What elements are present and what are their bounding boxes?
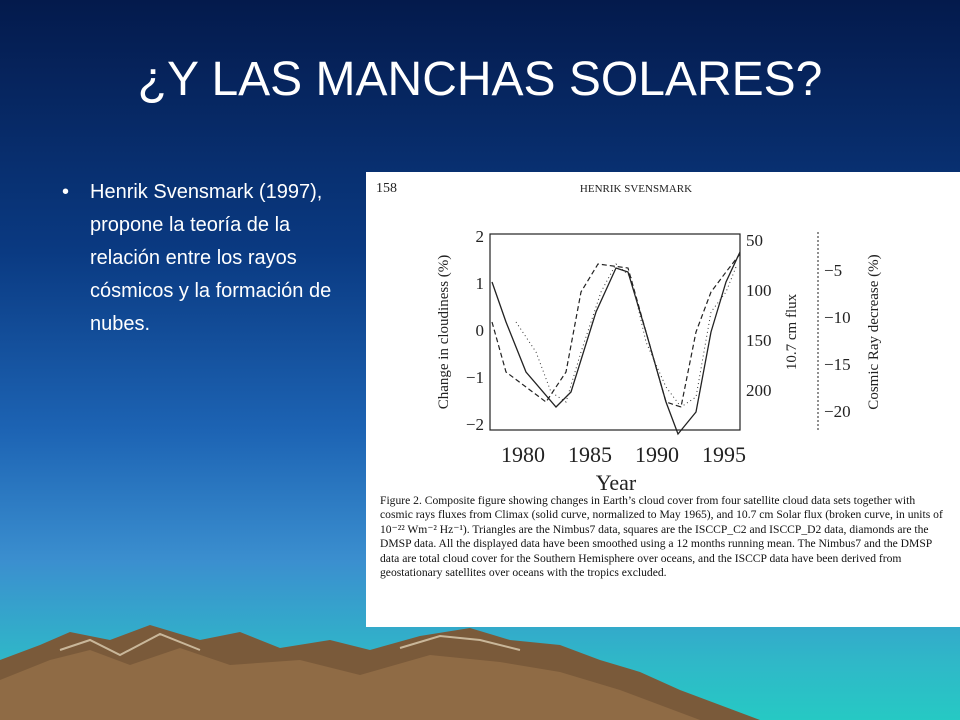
figure: 158 HENRIK SVENSMARK 2 1 0 −1 −2 50 100 150 200 −… — [366, 172, 960, 627]
figure-caption: Figure 2. Composite figure showing chang… — [380, 494, 943, 580]
y-tick-label: 2 — [476, 227, 485, 246]
running-head: HENRIK SVENSMARK — [580, 183, 692, 195]
y3-tick-label: −15 — [824, 355, 851, 374]
figure-plot: 158 HENRIK SVENSMARK 2 1 0 −1 −2 50 100 150 200 −… — [376, 181, 882, 495]
page-number: 158 — [376, 181, 397, 196]
y2-tick-label: 50 — [746, 231, 763, 250]
bullet-list: Henrik Svensmark (1997), propone la teor… — [62, 176, 347, 341]
y2-tick-label: 200 — [746, 381, 772, 400]
y3-tick-label: −20 — [824, 402, 851, 421]
x-tick-label: 1980 — [501, 442, 545, 467]
x-tick-label: 1995 — [702, 442, 746, 467]
y2-tick-label: 100 — [746, 281, 772, 300]
y3-tick-label: −5 — [824, 261, 842, 280]
slide-title: ¿Y LAS MANCHAS SOLARES? — [137, 53, 823, 106]
y-axis-ticks: 2 1 0 −1 −2 50 100 150 200 −5 −10 −15 −20 1980 1985 199… — [466, 227, 851, 467]
x-axis-label: Year — [596, 470, 637, 492]
y-tick-label: −1 — [466, 368, 484, 387]
y-tick-label: 0 — [476, 321, 485, 340]
x-tick-label: 1990 — [635, 442, 679, 467]
y-axis-label: Change in cloudiness (%) — [436, 255, 452, 410]
bullet: Henrik Svensmark (1997), propone la teor… — [62, 176, 347, 341]
y-tick-label: −2 — [466, 415, 484, 434]
y2-tick-label: 150 — [746, 331, 772, 350]
y-tick-label: 1 — [476, 274, 485, 293]
y3-tick-label: −10 — [824, 308, 851, 327]
y2-axis-label: 10.7 cm flux — [784, 293, 800, 370]
x-tick-label: 1985 — [568, 442, 612, 467]
y3-axis-label: Cosmic Ray decrease (%) — [866, 254, 882, 409]
